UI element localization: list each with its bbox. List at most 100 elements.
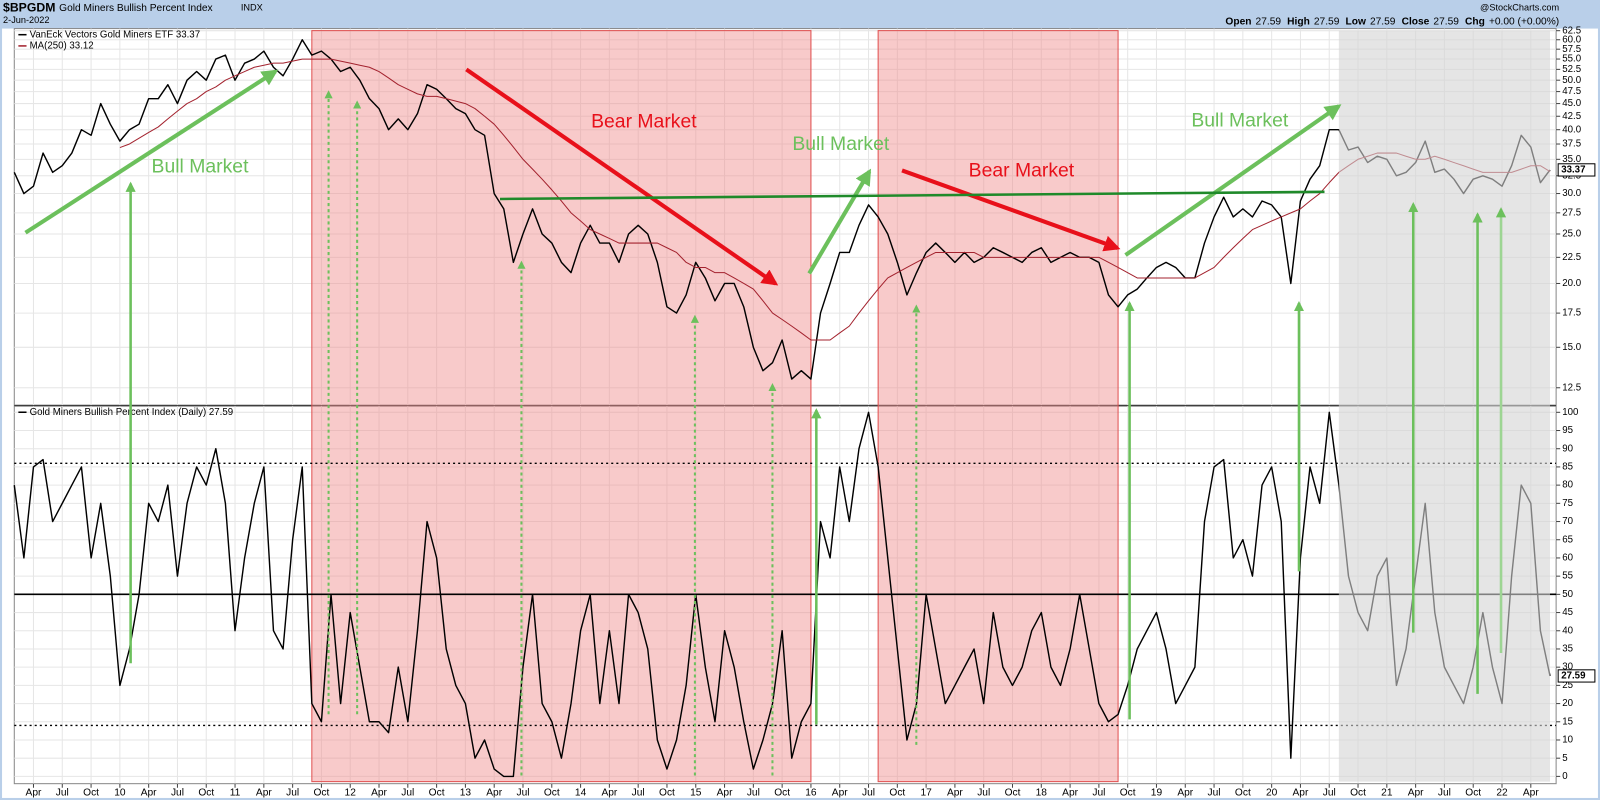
x-tick-label: Apr: [141, 788, 157, 799]
x-tick-label: Jul: [1208, 788, 1221, 799]
index-name: Gold Miners Bullish Percent Index: [59, 3, 212, 14]
quote-value: 27.59: [1314, 16, 1340, 27]
x-tick-label: Apr: [601, 788, 617, 799]
date: 2-Jun-2022: [3, 15, 49, 25]
quote-value: 27.59: [1433, 16, 1459, 27]
x-tick-label: Jul: [1438, 788, 1451, 799]
x-tick-label: Jul: [516, 788, 529, 799]
x-tick-label: Jul: [632, 788, 645, 799]
legend-label: VanEck Vectors Gold Miners ETF 33.37: [30, 29, 201, 40]
y-tick-label: 55.0: [1562, 54, 1581, 65]
quote-label: High: [1287, 16, 1310, 27]
x-tick-label: Oct: [1005, 788, 1021, 799]
y-tick-label: 45: [1562, 607, 1573, 618]
x-tick-label: Jul: [286, 788, 299, 799]
x-tick-label: Apr: [1177, 788, 1193, 799]
x-tick-label: Oct: [198, 788, 214, 799]
y-tick-label: 35.0: [1562, 154, 1581, 165]
y-tick-label: 37.5: [1562, 139, 1581, 150]
x-tick-label: Jul: [862, 788, 875, 799]
x-tick-label: 11: [230, 788, 241, 799]
y-tick-label: 55: [1562, 571, 1573, 582]
x-tick-label: Oct: [659, 788, 675, 799]
x-tick-label: Oct: [544, 788, 560, 799]
series-line: [119, 58, 1551, 341]
y-tick-label: 17.5: [1562, 308, 1581, 319]
watermark: @StockCharts.com: [1480, 3, 1559, 13]
shaded-region: [877, 30, 1119, 783]
x-tick-label: Jul: [747, 788, 760, 799]
y-tick-label: 70: [1562, 516, 1573, 527]
y-tick-label: 10: [1562, 735, 1573, 746]
y-tick-label: 30: [1562, 662, 1573, 673]
quote-label: Low: [1346, 16, 1366, 27]
y-tick-label: 22.5: [1562, 252, 1581, 263]
x-tick-label: Apr: [1523, 788, 1539, 799]
x-tick-label: Apr: [1062, 788, 1078, 799]
quote-value: 27.59: [1256, 16, 1282, 27]
x-tick-label: Apr: [717, 788, 733, 799]
y-tick-label: 60.0: [1562, 34, 1581, 45]
y-tick-label: 50: [1562, 589, 1573, 600]
x-tick-label: 20: [1266, 788, 1278, 799]
last-value-box: [1557, 163, 1596, 177]
y-tick-label: 65: [1562, 534, 1573, 545]
annotation: Bull Market: [792, 133, 890, 155]
series-line: [13, 411, 1551, 778]
y-tick-label: 75: [1562, 498, 1573, 509]
last-value-label: 33.37: [1561, 164, 1585, 175]
x-tick-label: Apr: [947, 788, 963, 799]
x-tick-label: 17: [920, 788, 932, 799]
x-tick-label: Jul: [171, 788, 184, 799]
y-tick-label: 25: [1562, 680, 1573, 691]
x-tick-label: Oct: [1120, 788, 1136, 799]
x-tick-label: Apr: [486, 788, 502, 799]
y-tick-label: 15: [1562, 716, 1573, 727]
shaded-region: [311, 30, 812, 783]
y-tick-label: 100: [1562, 407, 1579, 418]
quote-label: Open: [1225, 16, 1251, 27]
series-line: [13, 39, 1551, 380]
x-tick-label: Oct: [774, 788, 790, 799]
shaded-region: [1338, 30, 1550, 782]
x-tick-label: 13: [460, 788, 472, 799]
x-tick-label: Apr: [371, 788, 387, 799]
y-tick-label: 30.0: [1562, 188, 1581, 199]
annotation-arrow: [24, 69, 279, 235]
y-tick-label: 57.5: [1562, 44, 1581, 55]
x-tick-label: 18: [1036, 788, 1048, 799]
y-tick-label: 52.5: [1562, 64, 1581, 75]
y-tick-label: 12.5: [1562, 382, 1581, 393]
y-tick-label: 85: [1562, 461, 1573, 472]
annotation: Bear Market: [591, 111, 697, 133]
x-tick-label: Jul: [1323, 788, 1336, 799]
quote-label: Chg: [1465, 16, 1485, 27]
x-tick-label: Oct: [1235, 788, 1251, 799]
symbol: $BPGDM: [3, 0, 55, 14]
exchange: INDX: [241, 3, 263, 13]
x-tick-label: 15: [690, 788, 702, 799]
quote-label: Close: [1402, 16, 1430, 27]
x-tick-label: Apr: [1293, 788, 1309, 799]
y-tick-label: 95: [1562, 425, 1573, 436]
x-tick-label: 14: [575, 788, 587, 799]
annotation: Bull Market: [152, 155, 250, 177]
y-tick-label: 20: [1562, 698, 1573, 709]
y-tick-label: 45.0: [1562, 98, 1581, 109]
last-value-box: [1557, 669, 1596, 683]
y-tick-label: 25.0: [1562, 229, 1581, 240]
x-tick-label: 22: [1496, 788, 1508, 799]
y-tick-label: 27.5: [1562, 207, 1581, 218]
annotation-arrow: [901, 168, 1121, 252]
x-tick-label: Jul: [1092, 788, 1105, 799]
x-tick-label: 21: [1381, 788, 1393, 799]
y-tick-label: 40: [1562, 625, 1573, 636]
x-tick-label: Oct: [429, 788, 445, 799]
quote-value: 27.59: [1370, 16, 1396, 27]
x-tick-label: Apr: [26, 788, 42, 799]
x-tick-label: Oct: [1465, 788, 1481, 799]
y-tick-label: 47.5: [1562, 86, 1581, 97]
y-tick-label: 15.0: [1562, 342, 1581, 353]
